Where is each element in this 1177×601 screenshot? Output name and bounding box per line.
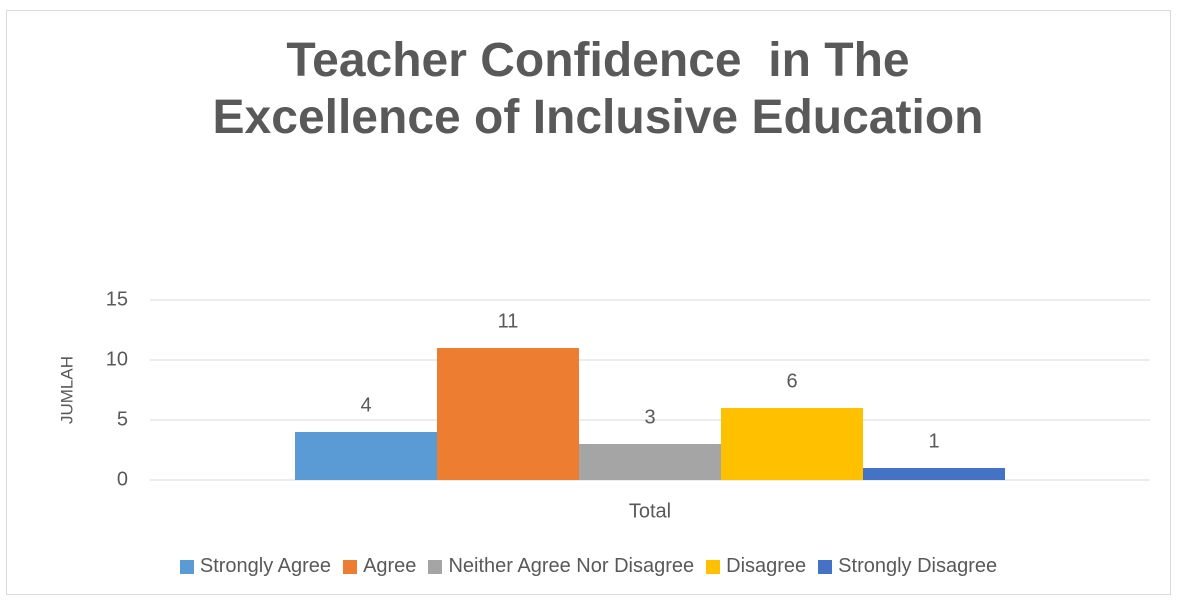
legend-label: Strongly Agree (199, 555, 332, 577)
legend-swatch (818, 559, 833, 574)
chart-frame (6, 10, 1171, 595)
data-label: 4 (360, 394, 371, 416)
legend-label: Agree (363, 555, 417, 577)
legend-item: Agree (343, 555, 416, 578)
data-label: 3 (644, 406, 655, 428)
y-tick-label: 10 (106, 348, 128, 370)
bar (721, 408, 863, 480)
data-label: 1 (928, 430, 939, 452)
x-tick-label: Total (629, 500, 671, 522)
legend-swatch (706, 559, 721, 574)
legend-swatch (179, 559, 194, 574)
legend-item: Strongly Disagree (818, 555, 997, 578)
bar (863, 468, 1005, 480)
y-tick-label: 5 (117, 408, 128, 430)
legend: Strongly Agree Agree Neither Agree Nor Dis… (0, 555, 1177, 578)
y-tick-label: 15 (106, 288, 128, 310)
bar (295, 432, 437, 480)
y-axis-label: JUMLAH (57, 356, 76, 424)
legend-item: Strongly Agree (179, 555, 332, 578)
chart-title: Teacher Confidence in The Excellence of … (212, 34, 984, 144)
data-label: 11 (498, 310, 519, 332)
legend-label: Neither Agree Nor Disagree (448, 555, 695, 577)
legend-label: Disagree (726, 555, 807, 577)
legend-item: Neither Agree Nor Disagree (428, 555, 694, 578)
bar (579, 444, 721, 480)
legend-swatch (428, 559, 443, 574)
data-label: 6 (786, 370, 797, 392)
legend-item: Disagree (706, 555, 806, 578)
y-tick-label: 0 (117, 468, 128, 490)
legend-swatch (343, 559, 358, 574)
legend-label: Strongly Disagree (838, 555, 998, 577)
bar (437, 348, 579, 480)
